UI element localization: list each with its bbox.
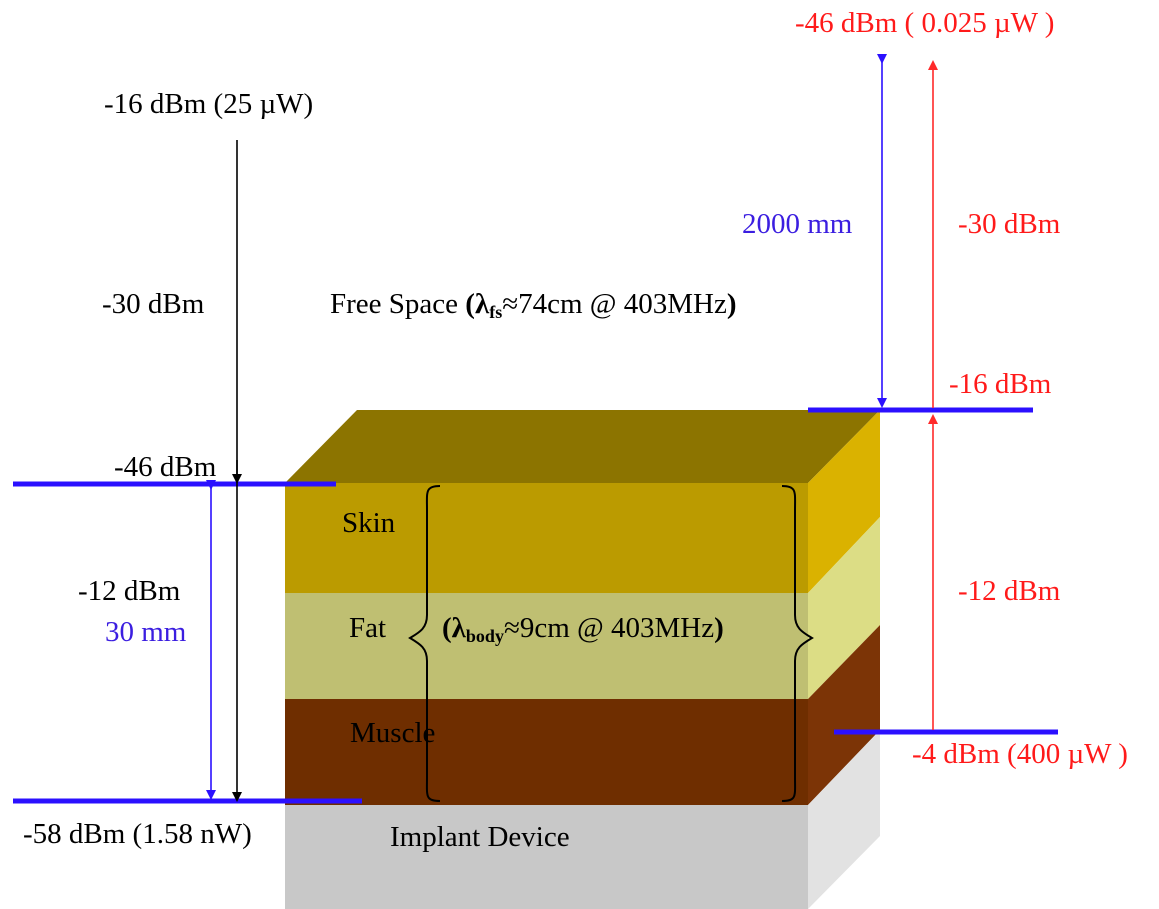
left-skin-level-label: -46 dBm [114, 451, 217, 483]
implant-layer [285, 805, 808, 909]
left-brace [408, 485, 441, 802]
block-top-face [285, 410, 880, 483]
right-skin-level-label: -16 dBm [949, 368, 1052, 400]
right-body-loss-label: -12 dBm [958, 575, 1061, 607]
skin-layer-label: Skin [342, 507, 396, 539]
tissue-block [285, 410, 880, 909]
right-brace [781, 485, 814, 802]
body-wavelength-label: (λbody≈9cm @ 403MHz) [442, 612, 724, 646]
left-implant-power-label: -58 dBm (1.58 nW) [23, 818, 252, 850]
muscle-side-face [808, 625, 880, 805]
fat-side-face [808, 517, 880, 699]
right-top-power-label: -46 dBm ( 0.025 µW ) [795, 7, 1054, 39]
left-source-power-label: -16 dBm (25 µW) [104, 88, 313, 120]
right-free-space-distance-label: 2000 mm [742, 208, 853, 240]
right-implant-power-label: -4 dBm (400 µW ) [912, 738, 1128, 770]
fat-layer-label: Fat [349, 612, 386, 644]
left-body-loss-label: -12 dBm [78, 575, 181, 607]
free-space-wavelength-label: Free Space (λfs≈74cm @ 403MHz) [330, 288, 737, 322]
muscle-layer [285, 699, 808, 805]
right-free-space-loss-label: -30 dBm [958, 208, 1061, 240]
left-body-distance-label: 30 mm [105, 616, 187, 648]
fat-layer [285, 593, 808, 699]
implant-side-face [808, 730, 880, 909]
skin-layer [285, 483, 808, 593]
left-free-space-loss-label: -30 dBm [102, 288, 205, 320]
implant-layer-label: Implant Device [390, 821, 570, 853]
skin-side-face [808, 410, 880, 593]
muscle-layer-label: Muscle [350, 717, 435, 749]
